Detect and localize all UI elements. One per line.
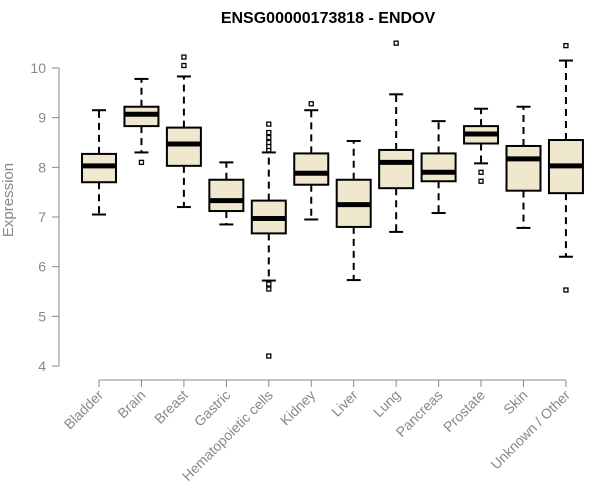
x-tick-label: Pancreas	[393, 387, 446, 440]
y-tick-label: 7	[38, 209, 46, 225]
chart-title: ENSG00000173818 - ENDOV	[221, 10, 436, 27]
y-axis: 4 5 6 7 8 9 10	[30, 60, 60, 374]
box-iqr	[293, 152, 330, 186]
outlier-point	[266, 353, 272, 359]
box-group	[378, 40, 415, 233]
box-group	[293, 101, 330, 221]
y-axis-label: Expression	[0, 163, 17, 237]
y-tick-label: 4	[38, 358, 46, 374]
box-iqr	[420, 152, 457, 183]
x-tick-label: Prostate	[440, 387, 488, 435]
box-group	[208, 161, 245, 226]
x-tick-label: Brain	[114, 387, 148, 421]
box-group	[505, 105, 542, 229]
box-iqr	[165, 126, 202, 167]
box-group	[250, 121, 287, 359]
y-tick-label: 10	[30, 60, 46, 76]
box-iqr	[378, 148, 415, 190]
x-tick-label: Kidney	[277, 387, 319, 429]
outlier-point	[563, 43, 569, 49]
box-group	[547, 43, 584, 293]
y-tick-label: 5	[38, 308, 46, 324]
outlier-point	[308, 101, 314, 107]
y-tick-label: 9	[38, 110, 46, 126]
outlier-point	[266, 121, 272, 127]
box-group	[81, 109, 117, 216]
outlier-point	[266, 139, 272, 146]
y-tick-label: 8	[38, 159, 46, 175]
outlier-point	[181, 54, 187, 60]
outlier-point	[138, 159, 145, 166]
box-group	[123, 77, 160, 166]
outlier-point	[266, 281, 272, 287]
outlier-point	[266, 134, 272, 141]
y-tick-label: 6	[38, 259, 46, 275]
outlier-point	[478, 169, 484, 175]
outlier-point	[266, 129, 272, 136]
x-tick-label: Skin	[500, 387, 531, 418]
outlier-point	[393, 40, 399, 46]
x-tick-label: Breast	[151, 387, 191, 427]
x-tick-label: Unknown / Other	[487, 387, 573, 473]
outlier-point	[563, 287, 569, 293]
box-iqr	[505, 144, 542, 192]
x-tick-label: Lung	[370, 387, 403, 420]
box-group	[463, 107, 500, 184]
outlier-point	[181, 62, 187, 69]
box-group	[165, 54, 202, 209]
box-group	[420, 120, 457, 215]
outlier-point	[478, 178, 484, 184]
x-tick-label: Liver	[328, 387, 361, 420]
box-group	[335, 140, 372, 282]
outlier-point	[266, 286, 272, 292]
box-iqr	[208, 178, 245, 213]
x-tick-label: Bladder	[61, 387, 107, 433]
box-series	[81, 40, 584, 359]
